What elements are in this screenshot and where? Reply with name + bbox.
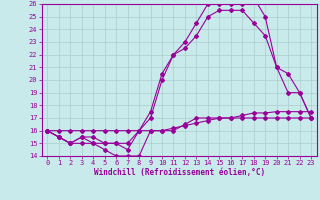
X-axis label: Windchill (Refroidissement éolien,°C): Windchill (Refroidissement éolien,°C) bbox=[94, 168, 265, 177]
